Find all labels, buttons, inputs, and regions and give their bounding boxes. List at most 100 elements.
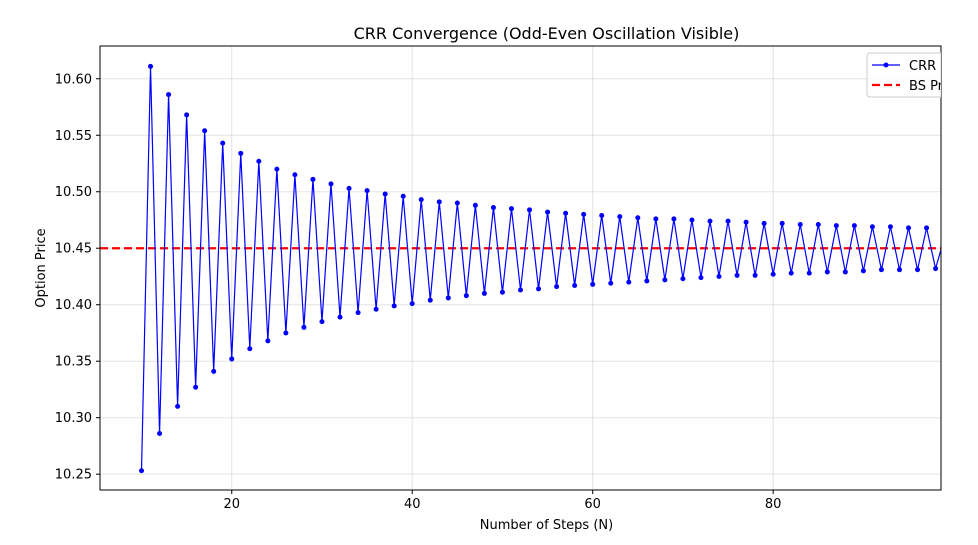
crr-data-point <box>454 200 460 206</box>
crr-data-point <box>283 330 289 336</box>
crr-data-point <box>545 209 551 215</box>
crr-data-point <box>229 356 235 362</box>
crr-data-point <box>301 324 307 330</box>
crr-data-point <box>436 199 442 205</box>
y-tick-label: 10.50 <box>55 185 92 200</box>
plot-area <box>100 63 947 474</box>
x-tick-label: 40 <box>404 497 421 512</box>
crr-data-point <box>824 269 830 275</box>
y-tick-label: 10.30 <box>55 411 92 426</box>
crr-data-point <box>445 295 451 301</box>
crr-data-point <box>364 188 370 194</box>
crr-data-point <box>418 197 424 203</box>
x-tick-label: 80 <box>765 497 782 512</box>
crr-data-point <box>427 297 433 303</box>
legend-crr-marker <box>883 62 889 68</box>
crr-data-point <box>175 403 181 409</box>
plot-frame <box>99 45 942 491</box>
crr-data-point <box>887 224 893 230</box>
crr-data-point <box>599 212 605 218</box>
y-axis-label: Option Price <box>34 228 49 307</box>
crr-data-point <box>833 223 839 229</box>
crr-data-point <box>671 216 677 222</box>
crr-data-point <box>256 158 262 164</box>
crr-data-point <box>211 368 217 374</box>
grid <box>100 46 941 490</box>
crr-data-point <box>274 166 280 172</box>
crr-data-point <box>220 140 226 146</box>
crr-data-point <box>906 225 912 231</box>
y-tick-label: 10.60 <box>55 72 92 87</box>
crr-data-point <box>743 219 749 225</box>
crr-data-point <box>508 206 514 212</box>
crr-data-point <box>265 338 271 344</box>
crr-data-point <box>734 272 740 278</box>
crr-data-point <box>572 283 578 289</box>
crr-data-point <box>788 270 794 276</box>
crr-data-point <box>635 215 641 221</box>
x-axis: 20 40 60 80 <box>223 490 781 512</box>
crr-data-point <box>157 431 163 437</box>
crr-data-point <box>202 128 208 134</box>
crr-data-point <box>725 218 731 224</box>
x-tick-label: 60 <box>584 497 601 512</box>
crr-series-line <box>140 66 941 471</box>
crr-data-point <box>779 220 785 226</box>
crr-data-point <box>247 346 253 352</box>
crr-data-point <box>139 468 145 474</box>
crr-data-point <box>869 224 875 230</box>
crr-data-point <box>689 217 695 223</box>
crr-data-point <box>815 222 821 228</box>
crr-data-point <box>770 271 776 277</box>
y-tick-label: 10.55 <box>55 129 92 144</box>
crr-data-point <box>653 216 659 222</box>
crr-data-point <box>148 63 154 69</box>
crr-data-point <box>860 268 866 274</box>
crr-data-point <box>184 112 190 118</box>
crr-data-point <box>536 286 542 292</box>
crr-data-point <box>238 150 244 156</box>
crr-data-point <box>878 267 884 273</box>
crr-data-point <box>319 319 325 325</box>
crr-data-point <box>617 214 623 220</box>
crr-data-point <box>346 185 352 191</box>
crr-data-point <box>942 234 947 239</box>
crr-data-point <box>806 270 812 276</box>
crr-data-point <box>382 191 388 197</box>
crr-data-point <box>518 287 523 293</box>
crr-data-point <box>400 193 406 199</box>
y-tick-label: 10.45 <box>55 242 92 257</box>
crr-data-point <box>851 223 857 229</box>
crr-data-point <box>752 272 758 278</box>
y-axis: 10.25 10.30 10.35 10.40 10.45 10.50 10.55 10.60 <box>55 72 100 483</box>
crr-data-point <box>292 172 298 178</box>
crr-data-point <box>761 220 767 226</box>
crr-data-point <box>472 202 478 208</box>
y-tick-label: 10.40 <box>55 298 92 313</box>
y-tick-label: 10.35 <box>55 355 92 370</box>
crr-data-point <box>337 314 343 320</box>
crr-data-point <box>608 280 614 286</box>
crr-data-point <box>563 210 569 216</box>
crr-data-point <box>193 384 199 390</box>
crr-data-point <box>490 205 496 211</box>
crr-data-point <box>915 267 921 273</box>
y-tick-label: 10.25 <box>55 468 92 483</box>
chart-title: CRR Convergence (Odd-Even Oscillation Vi… <box>354 24 740 43</box>
crr-data-point <box>409 301 415 307</box>
legend-crr-label: CRR <box>909 59 936 74</box>
crr-data-point <box>626 279 632 285</box>
crr-data-point <box>355 310 361 316</box>
crr-data-point <box>499 289 505 295</box>
crr-data-point <box>842 269 848 275</box>
x-tick-label: 20 <box>223 497 240 512</box>
legend-bs-label: BS Pr <box>909 79 944 94</box>
legend: CRR BS Pr <box>866 52 944 98</box>
crr-data-point <box>391 303 397 309</box>
crr-data-point <box>644 278 650 284</box>
crr-data-point <box>662 277 668 283</box>
crr-data-point <box>707 218 713 224</box>
crr-data-point <box>527 207 533 213</box>
crr-data-point <box>698 275 704 281</box>
